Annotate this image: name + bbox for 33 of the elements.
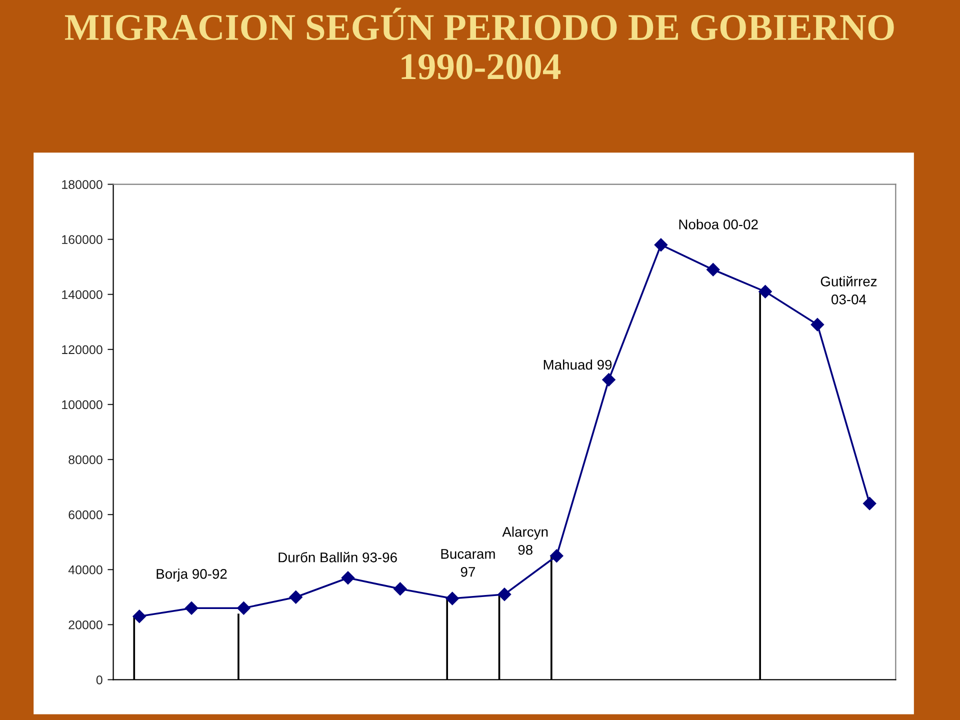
y-tick-label: 140000	[62, 290, 102, 300]
annotation: Durбn Ballйn 93-96	[278, 552, 397, 562]
annotation: Alarcyn 98	[502, 526, 548, 555]
annotation: Gutiйrrez 03-04	[820, 276, 877, 304]
y-tick-label: 120000	[62, 345, 102, 354]
point	[654, 238, 668, 252]
point	[132, 610, 146, 623]
y-tick-label: 60000	[68, 510, 102, 520]
annotation: Noboa 00-02	[679, 219, 758, 230]
y-tick-label: 0	[96, 675, 102, 684]
point	[446, 592, 459, 606]
annotation: Mahuad 99	[544, 359, 612, 370]
y-tick-label: 40000	[68, 565, 102, 574]
point	[498, 588, 512, 601]
point	[810, 318, 824, 332]
point	[706, 263, 720, 276]
point	[237, 602, 250, 615]
point	[602, 373, 616, 386]
y-tick-label: 20000	[68, 620, 102, 630]
chart-title: MIGRACION SEGÚN PERIODO DE GOBIERNO 1990-2004	[64, 8, 894, 80]
point	[341, 571, 355, 584]
point	[550, 549, 564, 562]
point	[289, 590, 302, 604]
point	[863, 496, 876, 510]
point	[394, 582, 407, 596]
point	[184, 602, 198, 615]
y-tick-label: 160000	[62, 235, 102, 244]
y-tick-label: 180000	[62, 180, 102, 189]
y-tick-label: 80000	[68, 455, 102, 464]
point	[758, 285, 772, 298]
annotation: Borja 90-92	[156, 568, 227, 582]
y-tick-label: 100000	[62, 400, 102, 410]
annotation: Bucaram 97	[441, 549, 495, 577]
